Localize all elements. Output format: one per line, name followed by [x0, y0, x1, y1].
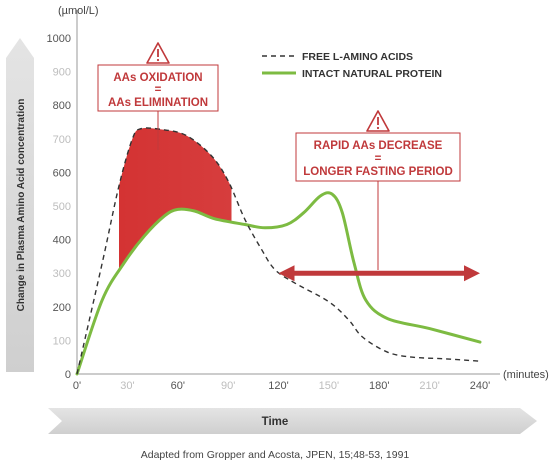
- y-axis-title: Change in Plasma Amino Acid concentratio…: [16, 99, 27, 312]
- x-ticks: 0' 30' 60' 90' 120' 150' 180' 210' 240': [73, 380, 490, 392]
- oxidation-annotation: AAs OXIDATION = AAs ELIMINATION: [97, 42, 219, 150]
- x-tick-label: 210': [419, 380, 439, 392]
- legend-label-intact: INTACT NATURAL PROTEIN: [302, 68, 442, 80]
- x-tick-label: 0': [73, 380, 81, 392]
- legend: FREE L-AMINO ACIDS INTACT NATURAL PROTEI…: [262, 51, 442, 80]
- fasting-double-arrow: [278, 265, 480, 282]
- x-unit-label: (minutes): [503, 369, 549, 381]
- warning-icon: [366, 110, 390, 132]
- warning-icon: [146, 42, 170, 64]
- y-tick-label: 500: [53, 201, 71, 213]
- decrease-annotation: RAPID AAs DECREASE = LONGER FASTING PERI…: [295, 110, 461, 270]
- oxidation-annotation-line-1: AAs OXIDATION: [113, 72, 202, 84]
- y-ticks: 0 100 200 300 400 500 600 700 800 900 1000: [47, 33, 71, 381]
- y-tick-label: 300: [53, 268, 71, 280]
- y-tick-label: 200: [53, 302, 71, 314]
- y-tick-label: 400: [53, 235, 71, 247]
- y-tick-label: 800: [53, 100, 71, 112]
- decrease-annotation-box: [295, 132, 461, 182]
- oxidation-annotation-line-2: =: [155, 84, 162, 96]
- y-tick-label: 600: [53, 167, 71, 179]
- y-tick-label: 1000: [47, 33, 71, 45]
- y-unit-label: (µmol/L): [58, 5, 99, 17]
- x-axis-banner: [48, 408, 537, 434]
- x-axis-title: Time: [262, 416, 289, 428]
- series-intact-natural-protein: [75, 191, 482, 376]
- y-tick-label: 100: [53, 335, 71, 347]
- series-free-l-amino-acids: [76, 127, 481, 375]
- x-tick-label: 30': [120, 380, 134, 392]
- x-tick-label: 150': [319, 380, 339, 392]
- decrease-annotation-line-2: =: [375, 153, 382, 165]
- x-tick-label: 90': [221, 380, 235, 392]
- decrease-annotation-line-1: RAPID AAs DECREASE: [314, 140, 443, 152]
- x-tick-label: 240': [470, 380, 490, 392]
- legend-label-free: FREE L-AMINO ACIDS: [302, 51, 413, 63]
- y-tick-label: 900: [53, 67, 71, 79]
- oxidation-annotation-box: [97, 64, 219, 112]
- oxidation-shaded-region: [118, 127, 232, 271]
- y-tick-label: 0: [65, 369, 71, 381]
- y-axis-banner: [6, 38, 34, 372]
- decrease-annotation-line-3: LONGER FASTING PERIOD: [303, 166, 453, 178]
- y-tick-label: 700: [53, 134, 71, 146]
- x-tick-label: 180': [369, 380, 389, 392]
- oxidation-annotation-line-3: AAs ELIMINATION: [108, 97, 208, 109]
- source-citation: Adapted from Gropper and Acosta, JPEN, 1…: [141, 449, 410, 461]
- x-tick-label: 120': [268, 380, 288, 392]
- x-tick-label: 60': [171, 380, 185, 392]
